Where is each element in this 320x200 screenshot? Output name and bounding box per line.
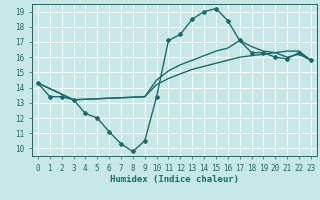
X-axis label: Humidex (Indice chaleur): Humidex (Indice chaleur) — [110, 175, 239, 184]
